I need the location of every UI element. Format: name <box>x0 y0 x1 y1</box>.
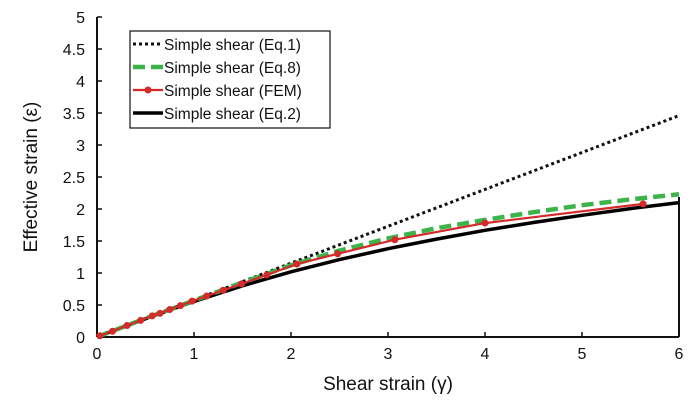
x-tick-label: 4 <box>481 346 490 363</box>
y-tick-label: 1.5 <box>63 234 85 251</box>
fem-marker <box>176 302 184 310</box>
y-tick-label: 4 <box>76 74 85 91</box>
y-tick-label: 3.5 <box>63 106 85 123</box>
fem-marker <box>123 321 131 329</box>
y-tick-label: 5 <box>76 10 85 27</box>
fem-marker <box>481 219 489 227</box>
series-group <box>96 114 680 340</box>
fem-marker <box>263 271 271 279</box>
fem-marker <box>148 312 156 320</box>
legend-box <box>129 30 331 129</box>
y-tick-label: 3 <box>76 138 85 155</box>
fem-marker <box>166 305 174 313</box>
y-tick-label: 0 <box>76 330 85 347</box>
y-tick-label: 1 <box>76 266 85 283</box>
legend: Simple shear (Eq.1) Simple shear (Eq.8) Si… <box>129 30 331 129</box>
series-line-4 <box>96 200 680 339</box>
y-tick-label: 2.5 <box>63 170 85 187</box>
legend-label: Simple shear (Eq.8) <box>164 60 301 77</box>
fem-marker <box>203 292 211 300</box>
x-axis-label: Shear strain (γ) <box>323 374 453 395</box>
legend-marker <box>144 86 152 94</box>
legend-label: Simple shear (Eq.2) <box>164 106 301 123</box>
legend-label: Simple shear (Eq.1) <box>164 37 301 54</box>
fem-marker <box>293 260 301 268</box>
fem-marker <box>109 327 117 335</box>
x-tick-label: 2 <box>287 346 296 363</box>
y-tick-label: 4.5 <box>63 42 85 59</box>
fem-marker <box>334 250 342 258</box>
y-axis-label: Effective strain (ε) <box>21 102 42 253</box>
fem-marker <box>137 316 145 324</box>
series-line-3 <box>99 202 644 337</box>
y-tick-label: 2 <box>76 202 85 219</box>
fem-marker <box>391 236 399 244</box>
x-tick-label: 1 <box>190 346 199 363</box>
fem-marker <box>188 297 196 305</box>
fem-marker <box>96 332 104 340</box>
x-tick-label: 3 <box>384 346 393 363</box>
series-line-2 <box>96 192 680 340</box>
fem-marker <box>238 280 246 288</box>
x-tick-label: 0 <box>93 346 102 363</box>
fem-marker <box>639 200 647 208</box>
legend-label: Simple shear (FEM) <box>164 83 302 100</box>
x-tick-label: 6 <box>675 346 684 363</box>
fem-marker <box>219 286 227 294</box>
y-tick-label: 0.5 <box>63 298 85 315</box>
fem-marker <box>156 309 164 317</box>
x-tick-label: 5 <box>578 346 587 363</box>
